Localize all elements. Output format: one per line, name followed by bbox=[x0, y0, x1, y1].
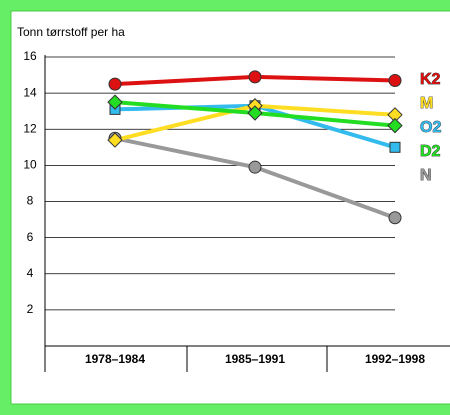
point bbox=[108, 77, 122, 91]
point bbox=[248, 70, 262, 84]
legend-label: D2 bbox=[420, 143, 441, 160]
point bbox=[248, 160, 262, 174]
y-tick-label: 16 bbox=[23, 49, 37, 63]
legend-label: O2 bbox=[420, 119, 441, 136]
point bbox=[247, 105, 263, 121]
y-tick-label: 8 bbox=[27, 194, 34, 208]
point bbox=[388, 73, 402, 87]
point bbox=[107, 94, 123, 110]
y-tick-label: 4 bbox=[27, 266, 34, 280]
x-tick-label: 1992–1998 bbox=[365, 352, 425, 366]
x-tick-label: 1985–1991 bbox=[225, 352, 285, 366]
panel bbox=[10, 10, 450, 405]
y-tick-label: 2 bbox=[27, 302, 34, 316]
legend-label: N bbox=[420, 167, 432, 184]
y-tick-label: 10 bbox=[23, 158, 37, 172]
point bbox=[387, 117, 403, 134]
point bbox=[388, 211, 402, 225]
legend-label: K2 bbox=[420, 71, 441, 88]
y-tick-label: 12 bbox=[23, 121, 37, 135]
point bbox=[107, 132, 123, 148]
y-tick-label: 14 bbox=[23, 85, 37, 99]
x-tick-label: 1978–1984 bbox=[85, 352, 145, 366]
point bbox=[389, 141, 401, 153]
legend-label: M bbox=[420, 95, 433, 112]
y-axis-label: Tonn tørrstoff per ha bbox=[17, 25, 125, 39]
y-tick-label: 6 bbox=[27, 230, 34, 244]
